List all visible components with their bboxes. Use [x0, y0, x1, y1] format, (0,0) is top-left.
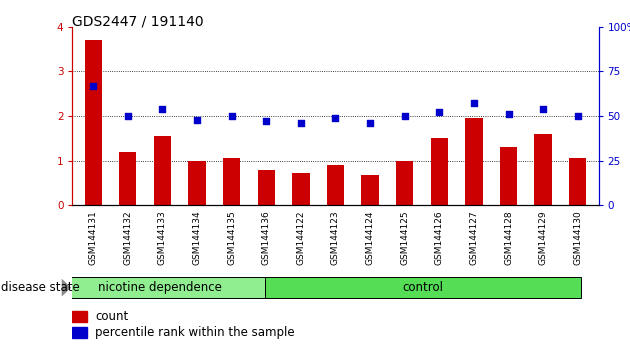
Bar [327, 165, 344, 205]
Point [503, 111, 513, 117]
Bar [188, 161, 205, 205]
Point [538, 106, 548, 112]
Bar [362, 175, 379, 205]
Bar [431, 138, 448, 205]
Point [123, 113, 133, 119]
Bar [258, 170, 275, 205]
Bar [534, 134, 552, 205]
Point [399, 113, 410, 119]
Text: percentile rank within the sample: percentile rank within the sample [95, 326, 295, 339]
Bar [396, 161, 413, 205]
Bar [500, 147, 517, 205]
Point [469, 101, 479, 106]
Bar [55, 277, 265, 298]
Text: disease state: disease state [1, 281, 80, 294]
Bar [154, 136, 171, 205]
Bar [119, 152, 137, 205]
Text: nicotine dependence: nicotine dependence [98, 281, 222, 294]
Bar [84, 40, 102, 205]
Bar [466, 118, 483, 205]
Point [192, 117, 202, 122]
Point [88, 83, 98, 88]
Point [227, 113, 237, 119]
Point [158, 106, 168, 112]
Text: count: count [95, 310, 129, 324]
Text: control: control [403, 281, 444, 294]
Bar [265, 277, 581, 298]
Point [261, 119, 272, 124]
Bar [569, 158, 587, 205]
Bar [72, 327, 87, 338]
Text: GDS2447 / 191140: GDS2447 / 191140 [72, 14, 204, 28]
Point [330, 115, 340, 121]
Point [573, 113, 583, 119]
Point [365, 120, 375, 126]
Bar [72, 311, 87, 322]
Point [296, 120, 306, 126]
Point [434, 109, 444, 115]
Bar [292, 173, 309, 205]
Bar [223, 158, 240, 205]
